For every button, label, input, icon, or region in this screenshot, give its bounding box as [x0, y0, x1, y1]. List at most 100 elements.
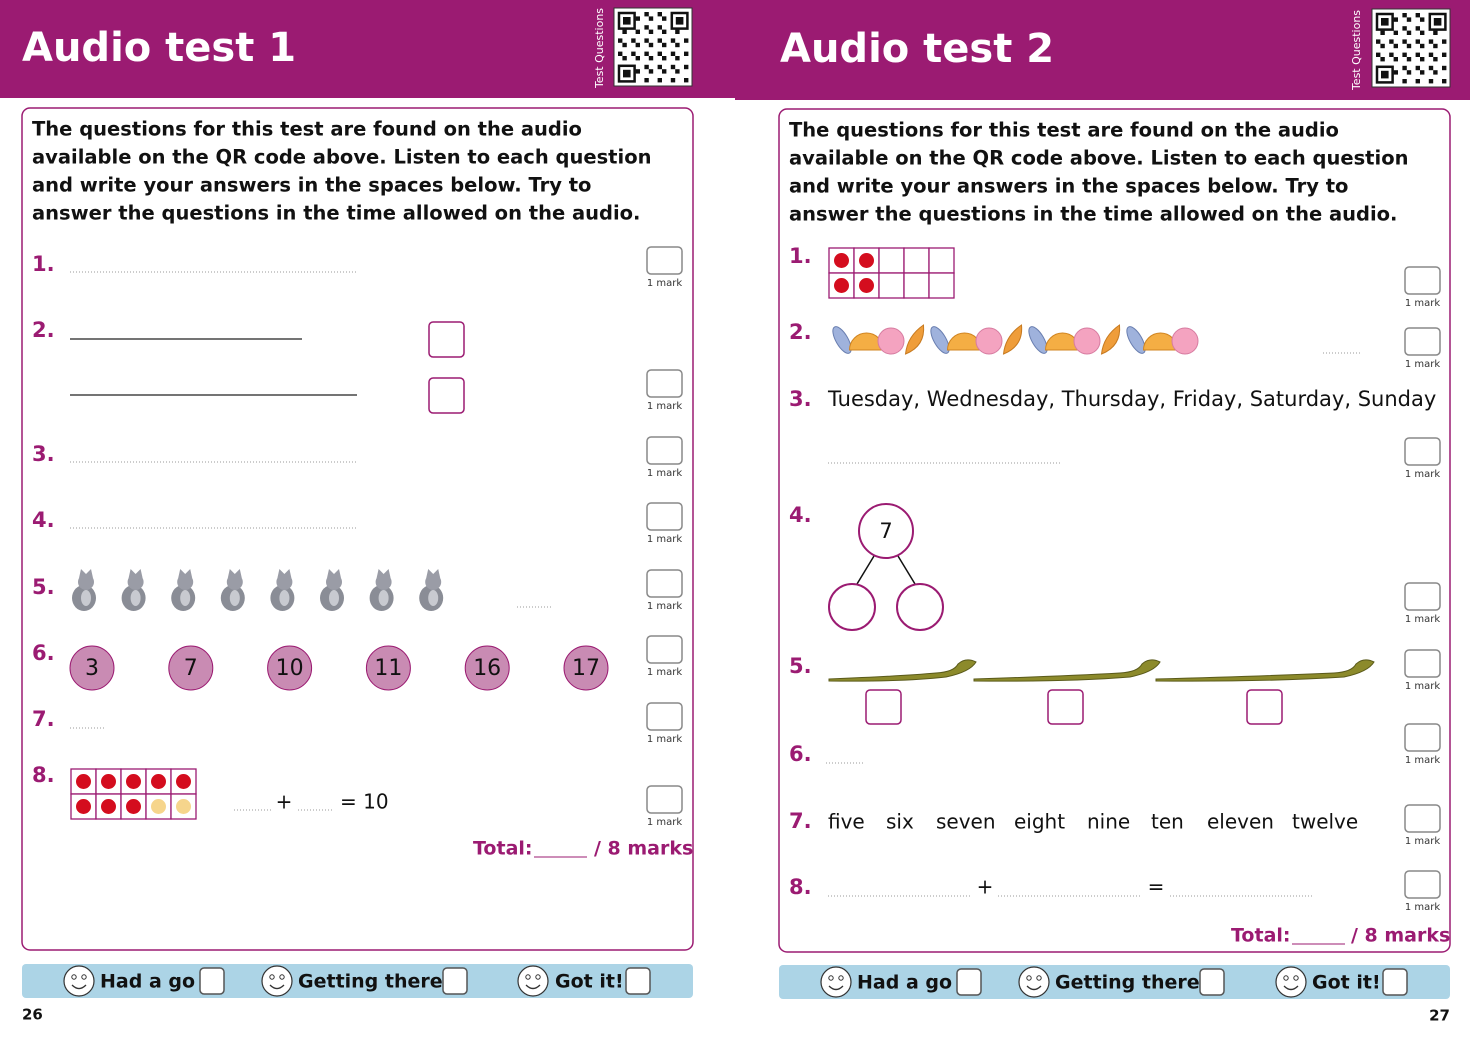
smiley-mouth	[1026, 985, 1042, 991]
qr-cell	[657, 78, 662, 83]
snake	[973, 659, 1161, 682]
question-number: 3.	[32, 442, 55, 466]
qr-cell	[1433, 70, 1438, 75]
question-box	[778, 108, 1451, 953]
number-word: eight	[1014, 810, 1065, 834]
qr-cell	[1402, 79, 1407, 84]
question-number: 7.	[32, 707, 55, 731]
qr-cell	[1420, 30, 1425, 35]
shell	[832, 326, 852, 354]
qr-finder	[617, 11, 636, 30]
qr-cell	[644, 64, 649, 70]
qr-cell	[635, 16, 640, 21]
number-word: eleven	[1207, 810, 1274, 834]
mark-box	[646, 246, 683, 275]
mark-box	[646, 436, 683, 465]
qr-cell	[675, 42, 680, 48]
mark-box	[646, 369, 683, 398]
number-label: 7	[184, 656, 198, 681]
number-label: 16	[473, 656, 501, 681]
counter	[76, 774, 91, 789]
qr-finder	[1428, 12, 1447, 31]
qr-cell	[1428, 65, 1434, 71]
answer-box	[1047, 689, 1084, 725]
qr-cell	[1442, 79, 1447, 84]
smiley-eye	[269, 974, 275, 980]
instructions: answer the questions in the time allowed…	[789, 203, 1397, 226]
qr-cell	[1428, 79, 1434, 84]
qr-finder	[675, 17, 684, 25]
qr-cell	[648, 56, 654, 61]
smiley	[63, 965, 95, 997]
cat-head	[177, 574, 194, 590]
qr-cell	[1406, 70, 1412, 75]
mark-label: 1 mark	[647, 534, 683, 545]
shell-picture	[1126, 326, 1146, 354]
qr-cell	[1442, 39, 1447, 44]
cat-ears	[227, 569, 242, 578]
counter	[101, 774, 116, 789]
cat-ears	[79, 569, 93, 578]
cat-head	[226, 574, 243, 590]
mark-label: 1 mark	[1405, 469, 1441, 480]
qr-cell	[1402, 65, 1407, 71]
mark-label: 1 mark	[1405, 359, 1441, 370]
question-number: 1.	[32, 252, 55, 276]
cat-picture	[369, 569, 394, 611]
frame-cell	[878, 247, 905, 274]
qr-finder	[623, 17, 631, 25]
smiley-eye	[1293, 975, 1299, 981]
part-circle	[896, 583, 944, 631]
equation-result: = 10	[340, 790, 389, 814]
smiley-eye	[71, 974, 77, 980]
frame-cell	[928, 272, 955, 299]
total-label: Total:	[1231, 925, 1291, 947]
qr-cell	[622, 56, 627, 61]
instructions: and write your answers in the spaces bel…	[789, 175, 1348, 198]
qr-cell	[670, 78, 676, 83]
shell	[1002, 324, 1023, 355]
frame-cell	[828, 272, 855, 299]
total-label: Total:	[473, 838, 533, 860]
shell	[930, 326, 950, 354]
question-number: 8.	[789, 875, 812, 899]
snake-picture	[973, 659, 1161, 682]
frame-cell	[170, 793, 197, 820]
mark-label: 1 mark	[1405, 836, 1441, 847]
counter	[101, 799, 116, 814]
qr-cell	[635, 56, 640, 61]
mark-label: 1 mark	[647, 667, 683, 678]
cat-head	[78, 574, 94, 590]
number-bubble	[365, 645, 411, 691]
smiley	[820, 966, 852, 998]
qr-cell	[644, 51, 649, 56]
qr-cell	[648, 29, 654, 34]
qr-finder	[617, 64, 636, 83]
shell-picture	[1171, 327, 1199, 355]
qr-cell	[1442, 65, 1447, 71]
cat-belly	[180, 590, 191, 606]
side-label: Test Questions	[593, 8, 606, 89]
smiley-eye	[1026, 975, 1032, 981]
counter	[151, 799, 166, 814]
qr-cell	[1406, 43, 1412, 49]
shell-picture	[1073, 327, 1101, 355]
qr-cell	[648, 16, 654, 21]
self-assessment-label: Got it!	[555, 971, 624, 993]
shell	[975, 327, 1003, 355]
mark-label: 1 mark	[1405, 755, 1441, 766]
qr-code	[1375, 12, 1447, 84]
mark-box	[1404, 723, 1441, 752]
self-assessment-box	[1199, 968, 1225, 996]
smiley-eye	[81, 974, 87, 980]
number-bubble	[464, 645, 510, 691]
mark-box	[646, 785, 683, 814]
page-title: Audio test 2	[780, 26, 1054, 72]
qr-cell	[622, 42, 627, 48]
qr-cell	[1402, 39, 1407, 44]
qr-cell	[1406, 17, 1412, 22]
qr-cell	[1393, 30, 1398, 35]
cat-picture	[121, 569, 146, 611]
qr-cell	[644, 38, 649, 43]
cat-picture	[72, 569, 96, 611]
